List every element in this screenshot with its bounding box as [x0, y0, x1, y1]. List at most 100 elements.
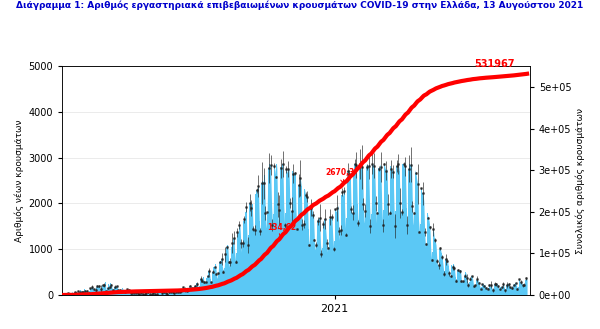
- Bar: [157, 293, 158, 295]
- Bar: [478, 283, 479, 295]
- Bar: [102, 285, 103, 295]
- Bar: [293, 174, 294, 295]
- Bar: [322, 248, 323, 295]
- Bar: [463, 281, 464, 295]
- Bar: [230, 262, 231, 295]
- Bar: [505, 291, 506, 295]
- Bar: [262, 181, 263, 295]
- Bar: [307, 197, 308, 295]
- Bar: [184, 290, 185, 295]
- Bar: [437, 267, 438, 295]
- Bar: [296, 229, 298, 295]
- Bar: [182, 287, 184, 295]
- Bar: [179, 291, 180, 295]
- Bar: [525, 280, 526, 295]
- Bar: [64, 294, 65, 295]
- Bar: [355, 167, 356, 295]
- Bar: [125, 292, 126, 295]
- Bar: [344, 221, 346, 295]
- Bar: [308, 245, 310, 295]
- Bar: [243, 221, 244, 295]
- Bar: [205, 282, 206, 295]
- Bar: [320, 244, 321, 295]
- Bar: [337, 208, 338, 295]
- Bar: [150, 293, 151, 295]
- Bar: [460, 270, 461, 295]
- Bar: [454, 268, 455, 295]
- Bar: [317, 221, 319, 295]
- Bar: [395, 211, 396, 295]
- Bar: [390, 166, 391, 295]
- Bar: [435, 240, 436, 295]
- Bar: [169, 292, 170, 295]
- Bar: [469, 282, 470, 295]
- Bar: [119, 291, 121, 295]
- Bar: [285, 213, 286, 295]
- Bar: [281, 170, 283, 295]
- Bar: [362, 165, 363, 295]
- Bar: [249, 203, 250, 295]
- Bar: [224, 254, 226, 295]
- Bar: [397, 169, 398, 295]
- Bar: [149, 294, 150, 295]
- Bar: [232, 243, 233, 295]
- Bar: [191, 288, 192, 295]
- Bar: [311, 205, 312, 295]
- Bar: [353, 170, 354, 295]
- Bar: [325, 230, 326, 295]
- Bar: [351, 210, 352, 295]
- Bar: [415, 173, 416, 295]
- Bar: [71, 291, 73, 295]
- Bar: [77, 291, 79, 295]
- Bar: [199, 286, 200, 295]
- Bar: [516, 286, 517, 295]
- Bar: [482, 284, 483, 295]
- Bar: [294, 173, 295, 295]
- Bar: [116, 287, 117, 295]
- Bar: [74, 292, 75, 295]
- Bar: [358, 223, 359, 295]
- Bar: [343, 196, 344, 295]
- Bar: [250, 204, 251, 295]
- Bar: [361, 167, 362, 295]
- Bar: [163, 292, 164, 295]
- Bar: [231, 246, 232, 295]
- Bar: [190, 286, 191, 295]
- Bar: [170, 291, 171, 295]
- Bar: [295, 173, 296, 295]
- Bar: [364, 223, 365, 295]
- Bar: [85, 291, 86, 295]
- Bar: [468, 285, 469, 295]
- Bar: [424, 232, 425, 295]
- Bar: [369, 203, 370, 295]
- Bar: [494, 284, 495, 295]
- Bar: [483, 284, 484, 295]
- Bar: [495, 287, 496, 295]
- Bar: [392, 170, 393, 295]
- Bar: [241, 256, 242, 295]
- Bar: [136, 293, 137, 295]
- Bar: [209, 271, 210, 295]
- Bar: [438, 265, 439, 295]
- Bar: [352, 213, 353, 295]
- Bar: [428, 221, 430, 295]
- Bar: [372, 164, 373, 295]
- Bar: [79, 292, 80, 295]
- Bar: [357, 204, 358, 295]
- Bar: [410, 165, 411, 295]
- Bar: [233, 238, 234, 295]
- Bar: [302, 237, 304, 295]
- Bar: [394, 226, 395, 295]
- Bar: [109, 287, 110, 295]
- Bar: [257, 194, 258, 295]
- Bar: [186, 291, 187, 295]
- Bar: [133, 292, 134, 295]
- Bar: [323, 222, 325, 295]
- Bar: [386, 169, 388, 295]
- Bar: [86, 291, 87, 295]
- Bar: [476, 280, 477, 295]
- Bar: [485, 288, 487, 295]
- Bar: [212, 272, 213, 295]
- Bar: [110, 283, 111, 295]
- Bar: [286, 169, 287, 295]
